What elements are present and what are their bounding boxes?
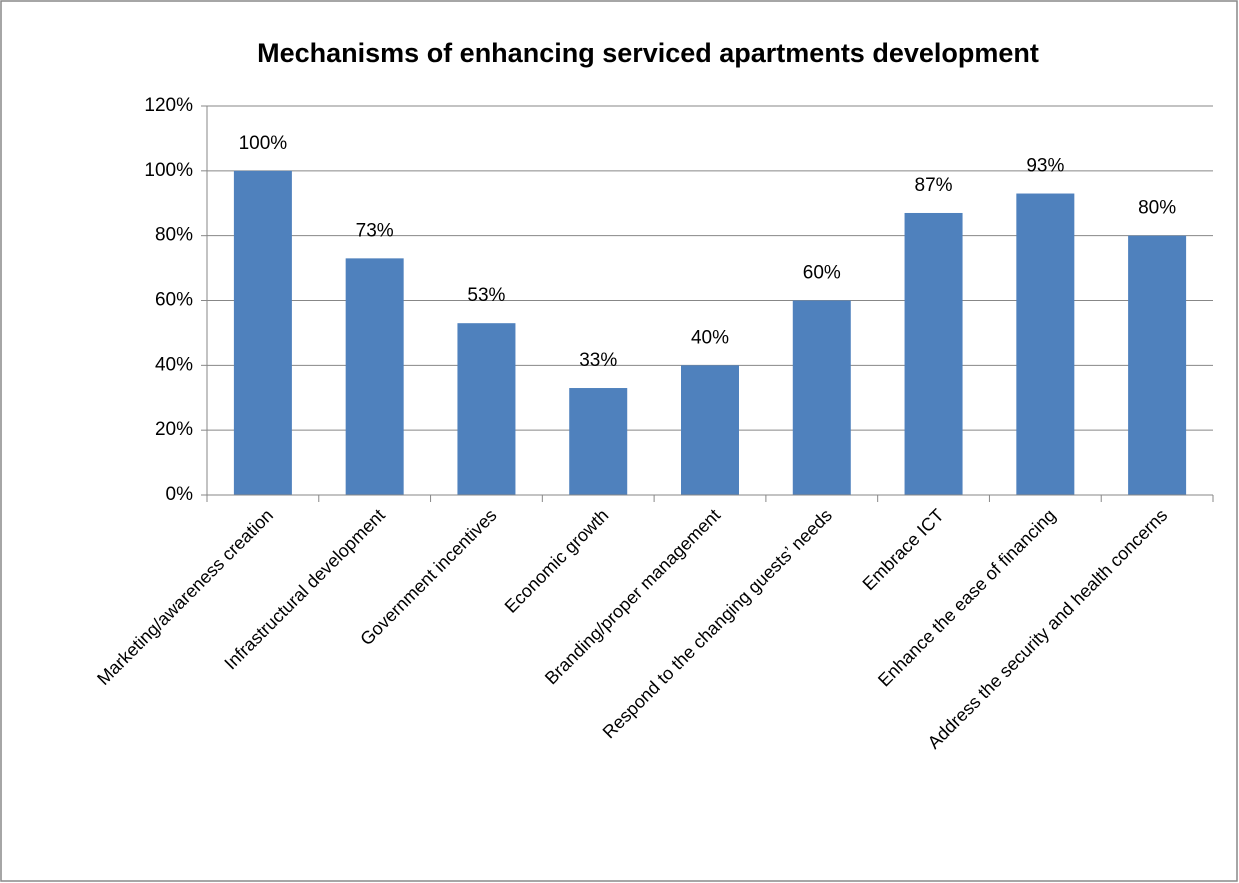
y-tick-label: 0%	[166, 484, 194, 505]
y-tick-label: 40%	[155, 354, 193, 375]
chart-title: Mechanisms of enhancing serviced apartme…	[257, 38, 1039, 68]
value-label: 100%	[239, 133, 288, 154]
bar	[569, 388, 628, 495]
y-tick-label: 120%	[144, 95, 193, 116]
y-tick-label: 60%	[155, 290, 193, 311]
bar	[681, 365, 739, 495]
bar	[233, 170, 292, 496]
bar	[1128, 235, 1187, 495]
y-tick-label: 20%	[155, 419, 193, 440]
y-tick-label: 100%	[144, 160, 193, 181]
bar	[1016, 193, 1075, 495]
bar	[792, 300, 851, 495]
value-label: 87%	[915, 175, 953, 196]
value-label: 53%	[467, 285, 505, 306]
y-tick-label: 80%	[155, 225, 193, 246]
bar	[457, 323, 516, 495]
bar	[904, 212, 963, 495]
value-label: 93%	[1026, 156, 1064, 177]
value-label: 73%	[356, 220, 394, 241]
value-label: 40%	[691, 327, 729, 348]
value-label: 33%	[579, 350, 617, 371]
value-label: 80%	[1138, 198, 1176, 219]
bar	[345, 258, 404, 495]
value-label: 60%	[803, 263, 841, 284]
